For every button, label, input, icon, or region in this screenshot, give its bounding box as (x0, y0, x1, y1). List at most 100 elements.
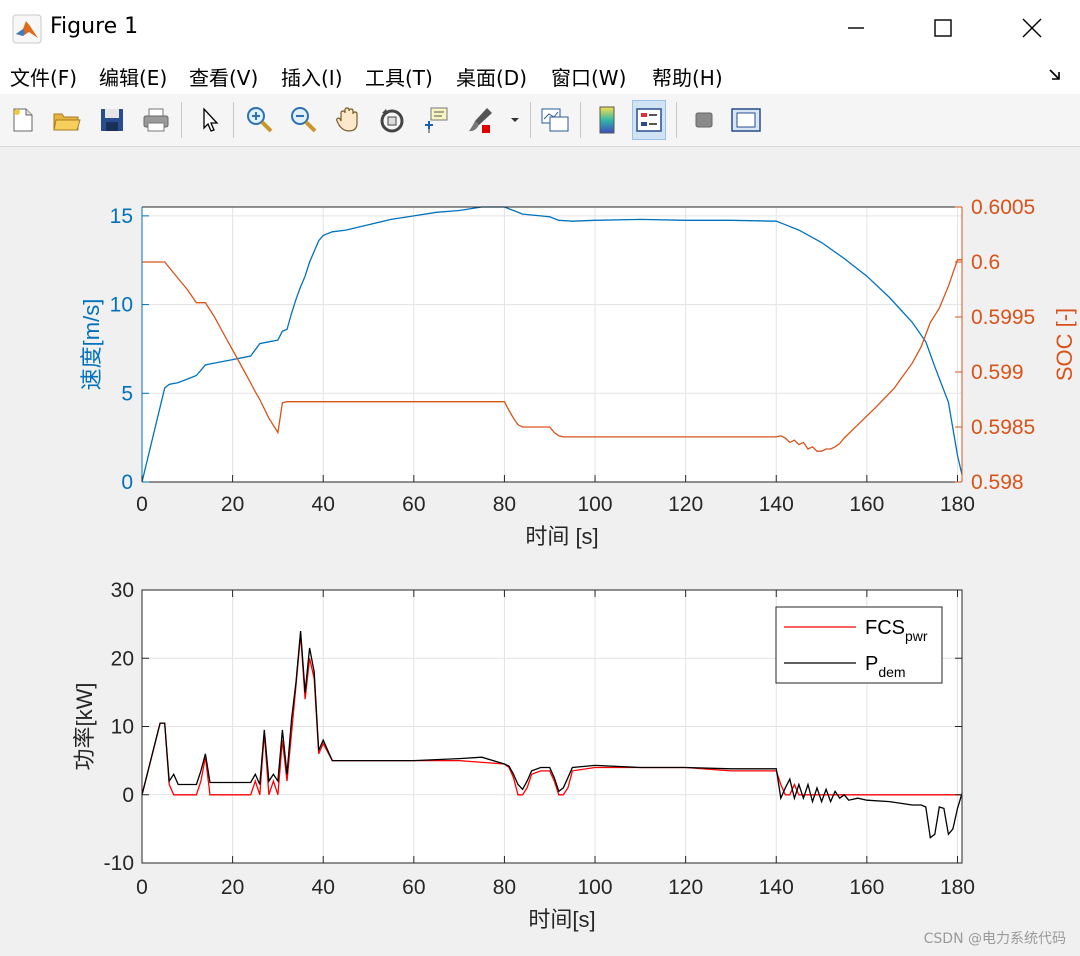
x-tick-label: 80 (493, 876, 516, 899)
menu-tools[interactable]: 工具(T) (365, 66, 433, 90)
link-plot-button[interactable] (538, 100, 572, 140)
x-tick-label: 20 (221, 493, 244, 516)
y-tick-label: 30 (111, 579, 134, 602)
zoom-out-button[interactable] (287, 100, 321, 140)
maximize-icon (934, 19, 952, 37)
x-tick-label: 180 (940, 493, 975, 516)
legend-entry-name: P (865, 653, 878, 675)
legend[interactable]: FCSpwr Pdem (775, 606, 943, 684)
minimize-button[interactable] (826, 6, 886, 50)
pan-icon (336, 107, 358, 132)
y-tick-label-right: 0.6 (971, 251, 1000, 274)
x-tick-label: 100 (578, 876, 613, 899)
show-plot-tools-icon (731, 108, 761, 132)
y-axis-label-right: SOC [-] (1052, 308, 1077, 381)
x-tick-label: 120 (668, 493, 703, 516)
toolbar-separator (676, 102, 677, 138)
y-tick-label: 10 (111, 716, 134, 739)
minimize-icon (848, 27, 864, 29)
legend-entry: FCSpwr (865, 617, 928, 644)
hide-plot-tools-button[interactable] (687, 100, 721, 140)
soc-series-line (142, 259, 962, 452)
rotate-3d-icon (380, 109, 404, 133)
menu-insert[interactable]: 插入(I) (281, 66, 343, 90)
zoom-out-icon (291, 107, 317, 133)
maximize-button[interactable] (913, 6, 973, 50)
colorbar-button[interactable] (590, 100, 624, 140)
toolbar (0, 94, 1080, 147)
matlab-logo-icon (12, 14, 42, 44)
brush-button[interactable] (463, 100, 497, 140)
x-tick-label: 120 (668, 876, 703, 899)
power-chart: 0 20 40 60 80 100 120 140 160 180-100102030时间[s]功… (72, 579, 975, 932)
x-tick-label: 40 (312, 876, 335, 899)
zoom-in-button[interactable] (243, 100, 277, 140)
open-file-icon (53, 113, 81, 131)
data-cursor-button[interactable] (419, 100, 453, 140)
close-icon (1022, 18, 1042, 38)
menu-file[interactable]: 文件(F) (10, 66, 78, 90)
figure-canvas: 0 20 40 60 80 100 120 140 160 1800510150.5980.598… (72, 196, 1077, 932)
legend-button[interactable] (632, 100, 666, 140)
menu-bar (0, 56, 1080, 94)
y-tick-label-left: 0 (121, 471, 133, 494)
x-axis-label: 时间 [s] (525, 524, 598, 549)
menu-window[interactable]: 窗口(W) (551, 66, 627, 90)
new-figure-button[interactable] (6, 100, 40, 140)
link-plot-icon (541, 108, 569, 132)
speed-soc-chart: 0 20 40 60 80 100 120 140 160 180 0 5 10 15 0.598 0.598… (79, 196, 1077, 549)
y-tick-label-right: 0.598 (971, 471, 1024, 494)
x-tick-label: 180 (940, 876, 975, 899)
rotate-3d-button[interactable] (375, 100, 409, 140)
plot-area (142, 207, 962, 482)
x-tick-label: 20 (221, 876, 244, 899)
power-demand-series-line (141, 630, 963, 839)
dock-arrow-icon[interactable] (1048, 68, 1062, 82)
legend-entry-subscript: dem (878, 664, 905, 680)
pan-button[interactable] (331, 100, 365, 140)
x-tick-label: 60 (402, 876, 425, 899)
show-plot-tools-button[interactable] (729, 100, 763, 140)
menu-desktop[interactable]: 桌面(D) (456, 66, 528, 90)
y-tick-label: 20 (111, 647, 134, 670)
y-tick-label-left: 10 (110, 294, 133, 317)
toolbar-separator (233, 102, 234, 138)
x-axis-label: 时间[s] (528, 907, 595, 932)
x-tick-label: 60 (402, 493, 425, 516)
x-tick-label: 140 (759, 876, 794, 899)
menu-edit[interactable]: 编辑(E) (99, 66, 168, 90)
menu-help[interactable]: 帮助(H) (652, 66, 723, 90)
window-title: Figure 1 (50, 14, 139, 39)
print-icon (143, 108, 169, 132)
brush-icon (469, 108, 492, 133)
watermark: CSDN @电力系统代码 (923, 931, 1066, 947)
open-file-button[interactable] (50, 100, 84, 140)
title-bar (0, 0, 1080, 56)
brush-dropdown-icon (511, 118, 519, 122)
x-tick-label: 40 (312, 493, 335, 516)
y-tick-label: -10 (104, 852, 134, 875)
y-tick-label-right: 0.5995 (971, 306, 1035, 329)
legend-box (775, 606, 943, 684)
x-tick-label: 0 (136, 493, 148, 516)
menu-view[interactable]: 查看(V) (189, 66, 259, 90)
colorbar-icon (599, 106, 615, 134)
pointer-icon (203, 107, 219, 132)
x-tick-label: 160 (849, 493, 884, 516)
new-figure-icon (13, 108, 33, 132)
brush-dropdown-button[interactable] (504, 100, 526, 140)
toolbar-separator (530, 102, 531, 138)
y-tick-label: 0 (122, 784, 134, 807)
pointer-button[interactable] (193, 100, 227, 140)
save-icon (101, 109, 123, 131)
print-button[interactable] (139, 100, 173, 140)
y-tick-label-left: 5 (121, 382, 133, 405)
close-button[interactable] (1002, 6, 1062, 50)
legend-icon (636, 108, 662, 132)
toolbar-separator (181, 102, 182, 138)
save-button[interactable] (95, 100, 129, 140)
x-tick-label: 80 (493, 493, 516, 516)
x-tick-label: 160 (849, 876, 884, 899)
x-tick-label: 0 (136, 876, 148, 899)
legend-entry: Pdem (865, 653, 906, 680)
